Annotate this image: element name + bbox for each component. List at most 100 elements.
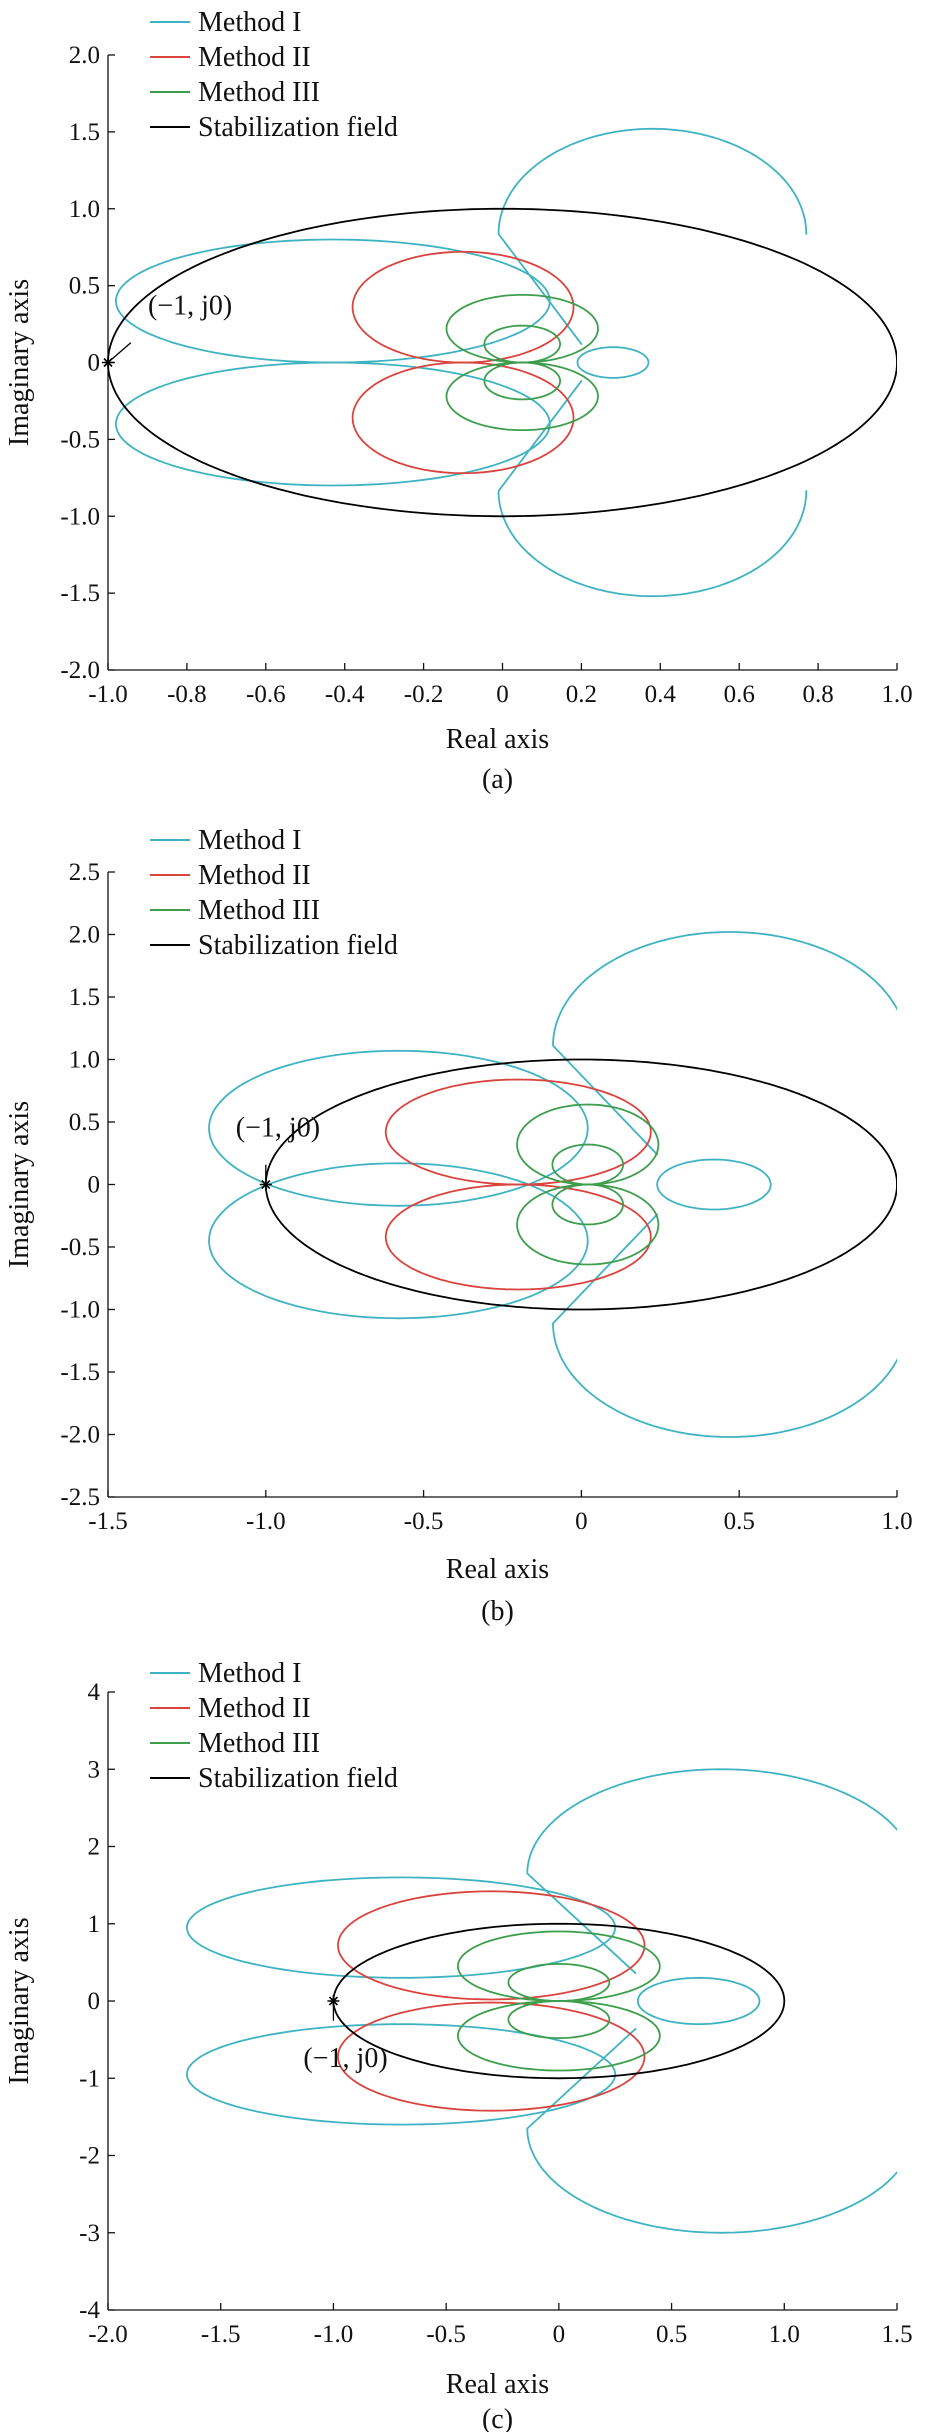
y-tick-label: 0 [88,1172,101,1199]
series-line-3 [516,1183,660,1266]
series-line-3 [507,2000,611,2039]
y-tick-label: -2.0 [60,1422,100,1449]
series-line-1 [552,1213,897,1438]
panel-2: -1.5 -1.0 -0.5 0 0.5 1.0 2.5 2.0 1.5 1.0 0.5 0 -0.5 -… [4,825,913,1627]
x-tick-label: -0.6 [246,681,286,708]
curves [208,931,897,1438]
x-tick-label: 1.0 [881,1508,912,1535]
series-line-2 [351,361,575,475]
series-line-3 [551,1143,624,1186]
x-tick-label: 1.5 [881,2321,912,2348]
y-tick-label: 1.0 [69,196,100,223]
series-line-3 [445,361,599,431]
y-tick-label: 0.5 [69,273,100,300]
panel-1: -1.0 -0.8 -0.6 -0.4 -0.2 0 0.2 0.4 0.6 0.8 1.0 2.0 1… [4,7,913,795]
y-tick-label: 1.0 [69,1047,100,1074]
series-line-1 [526,1768,897,1975]
curves [186,1768,897,2234]
x-tick-label: 0.4 [645,681,677,708]
series-line-3 [483,361,561,401]
series-line-1 [208,1049,589,1207]
series-line-1 [115,361,551,487]
legend-entry: Stabilization field [198,112,398,143]
x-tick-label: -1.0 [314,2321,354,2348]
legend: Method I Method II Method III Stabilization… [150,825,398,961]
x-tick-label: 0.6 [724,681,755,708]
x-axis-label: Real axis [446,1554,549,1585]
annotation-text: (−1, j0) [148,291,232,322]
x-tick-label: -0.5 [426,2321,466,2348]
legend-entry: Method III [198,895,320,926]
x-axis-label: Real axis [446,724,549,755]
y-tick-label: -1.0 [60,503,100,530]
y-tick-label: -0.5 [60,426,100,453]
y-tick-label: -2.5 [60,1484,100,1511]
legend-entry: Stabilization field [198,930,398,961]
curves [108,127,897,598]
y-tick-label: 0 [88,1988,101,2015]
series-line-3 [551,1183,624,1226]
x-tick-label: 0.2 [566,681,597,708]
x-tick-label: 1.0 [881,681,912,708]
series-line-2 [337,1890,646,2001]
series-line-2 [351,250,575,364]
series-line-4 [108,207,897,518]
legend-entry: Method I [198,1658,301,1689]
x-tick-label: 1.0 [769,2321,800,2348]
series-line-2 [337,2001,646,2112]
y-tick-label: -4 [79,2297,100,2324]
series-line-3 [457,2000,661,2072]
y-tick-label: 1 [88,1911,101,1938]
x-tick-label: -0.4 [325,681,365,708]
y-tick-label: 2.0 [69,42,100,69]
legend-entry: Method II [198,42,311,73]
x-tick-label: -2.0 [88,2321,128,2348]
y-axis-label: Imaginary axis [4,1101,35,1268]
series-line-1 [186,1876,617,1979]
legend-entry: Method II [198,860,311,891]
series-line-1 [636,1976,761,2026]
annotation-leader [107,342,132,363]
y-tick-label: -3 [79,2220,100,2247]
series-line-1 [497,127,808,345]
x-tick-label: -1.5 [201,2321,241,2348]
y-tick-label: 2.0 [69,922,100,949]
x-tick-label: 0.5 [656,2321,687,2348]
x-tick-label: -1.5 [88,1508,128,1535]
legend-entry: Method III [198,77,320,108]
x-tick-label: 0.5 [724,1508,755,1535]
x-tick-label: -0.8 [167,681,207,708]
legend-entry: Stabilization field [198,1763,398,1794]
x-tick-label: -1.0 [246,1508,286,1535]
y-tick-label: -2 [79,2143,100,2170]
panel-label: (c) [482,2404,513,2432]
series-line-3 [457,1930,661,2002]
y-axis-label: Imaginary axis [4,279,35,446]
series-line-1 [208,1162,589,1320]
y-tick-label: 1.5 [69,119,100,146]
legend-entry: Method I [198,825,301,856]
series-line-2 [384,1078,652,1186]
series-line-1 [526,2027,897,2234]
legend-entry: Method II [198,1693,311,1724]
x-tick-label: -1.0 [88,681,128,708]
y-tick-label: 0.5 [69,1109,100,1136]
x-tick-label: 0 [496,681,509,708]
legend: Method I Method II Method III Stabilization… [150,7,398,143]
annotation-text: (−1, j0) [303,2043,387,2074]
series-line-3 [445,294,599,364]
series-line-1 [656,1158,772,1211]
x-tick-label: 0 [575,1508,588,1535]
series-line-1 [497,380,808,598]
y-tick-label: -1.5 [60,580,100,607]
series-line-3 [483,324,561,364]
y-tick-label: -1 [79,2065,100,2092]
legend: Method I Method II Method III Stabilization… [150,1658,398,1794]
x-tick-label: 0 [553,2321,566,2348]
series-line-2 [384,1183,652,1291]
panel-label: (a) [482,764,513,795]
y-tick-label: -1.0 [60,1297,100,1324]
legend-entry: Method I [198,7,301,38]
y-tick-label: 2 [88,1834,101,1861]
